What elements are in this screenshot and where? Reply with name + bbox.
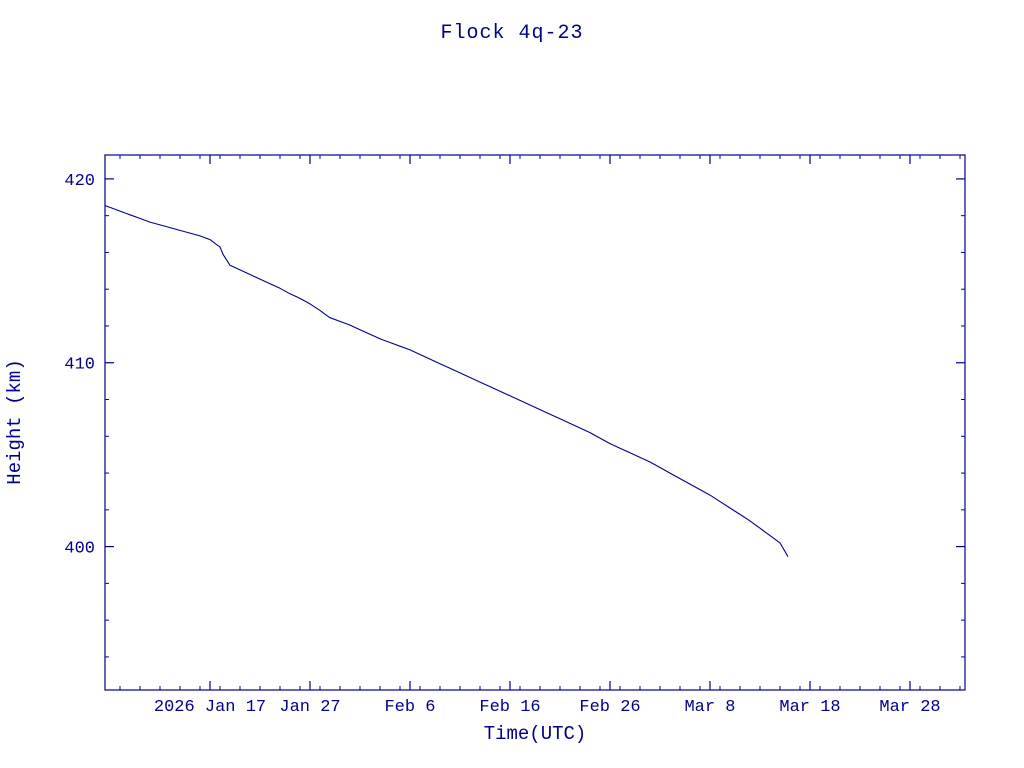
x-tick-label: Mar 8: [684, 698, 735, 717]
height-decay-line: [104, 205, 789, 557]
y-tick-label: 410: [64, 356, 95, 375]
x-tick-label: Jan 27: [279, 698, 340, 717]
x-tick-label: Feb 6: [384, 698, 435, 717]
y-tick-label: 400: [64, 540, 95, 559]
x-tick-label: Feb 26: [579, 698, 640, 717]
x-tick-label: Mar 28: [879, 698, 940, 717]
x-tick-label: Mar 18: [779, 698, 840, 717]
chart-title: Flock 4q-23: [440, 22, 583, 45]
x-tick-label: 2026 Jan 17: [154, 698, 266, 717]
x-axis-label: Time(UTC): [484, 723, 587, 745]
plot-frame: [104, 154, 966, 691]
y-axis-label: Height (km): [4, 359, 26, 484]
y-tick-label: 420: [64, 172, 95, 191]
plot-area: 2026 Jan 17 Jan 27 Feb 6 Feb 16 Feb 26 Mar 8 M…: [64, 154, 966, 717]
x-tick-label: Feb 16: [479, 698, 540, 717]
